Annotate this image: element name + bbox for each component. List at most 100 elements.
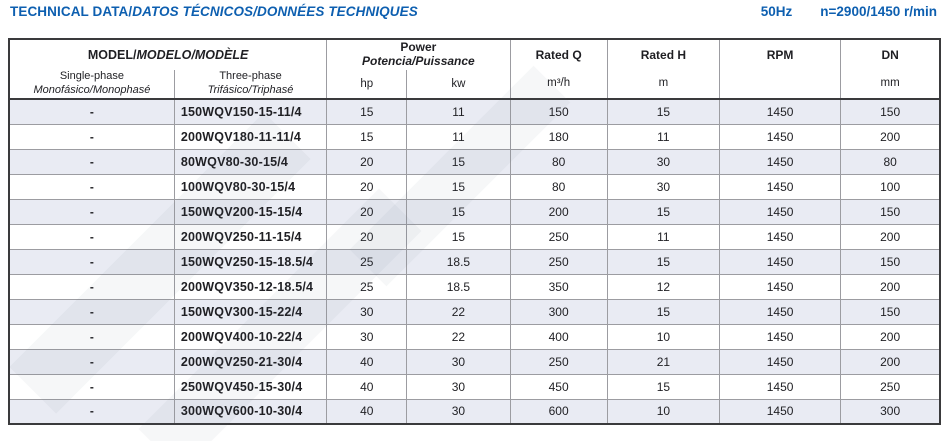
cell-rated-h: 30 — [606, 173, 720, 200]
header-row-groups: MODEL/MODELO/MODÈLE Power Potencia/Puiss… — [8, 39, 941, 99]
cell-kw: 11 — [406, 123, 511, 150]
cell-hp: 15 — [326, 98, 408, 125]
cell-kw: 15 — [406, 173, 511, 200]
cell-model: 200WQV400-10-22/4 — [173, 323, 328, 350]
cell-model: 200WQV250-21-30/4 — [173, 348, 328, 375]
cell-single-phase: - — [8, 123, 175, 150]
cell-hp: 20 — [326, 148, 408, 175]
cell-rated-h: 12 — [606, 273, 720, 300]
cell-hp: 30 — [326, 298, 408, 325]
cell-kw: 30 — [406, 398, 511, 425]
page-title-main: TECHNICAL DATA/ — [10, 4, 133, 19]
cell-single-phase: - — [8, 98, 175, 125]
cell-model: 200WQV180-11-11/4 — [173, 123, 328, 150]
cell-single-phase: - — [8, 273, 175, 300]
cell-single-phase: - — [8, 373, 175, 400]
cell-hp: 25 — [326, 248, 408, 275]
power-header-translations: Potencia/Puissance — [362, 53, 475, 68]
cell-model: 300WQV600-10-30/4 — [173, 398, 328, 425]
col-header-dn: DN mm — [840, 39, 941, 99]
cell-dn: 80 — [840, 148, 941, 175]
cell-kw: 30 — [406, 348, 511, 375]
table-row: -80WQV80-30-15/4 20 15 80 30 1450 80 — [8, 148, 941, 175]
col-header-power: Power Potencia/Puissance — [326, 39, 511, 70]
cell-rated-q: 150 — [509, 98, 608, 125]
cell-model: 200WQV350-12-18.5/4 — [173, 273, 328, 300]
header-row-subcolumns: Single-phase Monofásico/Monophasé Three-… — [8, 69, 940, 99]
cell-rated-q: 600 — [509, 398, 608, 425]
cell-rpm: 1450 — [718, 398, 842, 425]
cell-dn: 150 — [840, 298, 941, 325]
cell-hp: 20 — [326, 173, 408, 200]
power-header-main: Power — [400, 40, 437, 55]
cell-rated-h: 11 — [606, 223, 720, 250]
table-row: -150WQV150-15-11/4 15 11 150 15 1450 150 — [8, 98, 941, 125]
cell-kw: 15 — [406, 148, 511, 175]
rated-q-unit: m³/h — [547, 77, 571, 90]
cell-hp: 15 — [326, 123, 408, 150]
table-row: -200WQV400-10-22/4 30 22 400 10 1450 200 — [8, 323, 941, 350]
rated-q-label: Rated Q — [535, 47, 582, 62]
single-phase-translations: Monofásico/Monophasé — [33, 83, 151, 96]
dn-label: DN — [881, 47, 899, 62]
cell-single-phase: - — [8, 348, 175, 375]
cell-rated-h: 10 — [606, 323, 720, 350]
cell-dn: 100 — [840, 173, 941, 200]
col-header-three-phase: Three-phase Trifásico/Triphasé — [173, 69, 328, 99]
cell-rpm: 1450 — [718, 323, 842, 350]
cell-rated-q: 250 — [509, 248, 608, 275]
col-header-single-phase: Single-phase Monofásico/Monophasé — [8, 69, 175, 99]
table-header: MODEL/MODELO/MODÈLE Power Potencia/Puiss… — [8, 39, 941, 99]
three-phase-label: Three-phase — [219, 70, 282, 83]
cell-model: 150WQV200-15-15/4 — [173, 198, 328, 225]
cell-rated-q: 400 — [509, 323, 608, 350]
cell-hp: 30 — [326, 323, 408, 350]
cell-single-phase: - — [8, 323, 175, 350]
table-body: -150WQV150-15-11/4 15 11 150 15 1450 150-200WQ… — [8, 98, 941, 425]
cell-rated-h: 15 — [606, 98, 720, 125]
cell-model: 80WQV80-30-15/4 — [173, 148, 328, 175]
cell-rated-q: 450 — [509, 373, 608, 400]
model-header-main: MODEL/ — [87, 47, 137, 62]
cell-dn: 250 — [840, 373, 941, 400]
cell-rated-q: 250 — [509, 348, 608, 375]
table-row: -150WQV250-15-18.5/4 25 18.5 250 15 1450 150 — [8, 248, 941, 275]
cell-kw: 22 — [406, 298, 511, 325]
cell-single-phase: - — [8, 198, 175, 225]
cell-dn: 150 — [840, 248, 941, 275]
page-title: TECHNICAL DATA/DATOS TÉCNICOS/DONNÉES TE… — [10, 4, 418, 19]
table-row: -150WQV200-15-15/4 20 15 200 15 1450 150 — [8, 198, 941, 225]
single-phase-label: Single-phase — [59, 70, 125, 83]
frequency-speed-label: 50Hz n=2900/1450 r/min — [761, 4, 937, 19]
cell-rated-q: 80 — [509, 148, 608, 175]
cell-rated-h: 15 — [606, 298, 720, 325]
col-header-model: MODEL/MODELO/MODÈLE — [8, 39, 328, 70]
cell-dn: 150 — [840, 98, 941, 125]
cell-rated-h: 15 — [606, 198, 720, 225]
cell-dn: 150 — [840, 198, 941, 225]
rpm-label: RPM — [766, 47, 794, 62]
table-row: -100WQV80-30-15/4 20 15 80 30 1450 100 — [8, 173, 941, 200]
cell-kw: 18.5 — [406, 273, 511, 300]
cell-model: 100WQV80-30-15/4 — [173, 173, 328, 200]
cell-rpm: 1450 — [718, 123, 842, 150]
cell-single-phase: - — [8, 223, 175, 250]
rated-h-unit: m — [658, 77, 669, 90]
col-header-rated-h: Rated H m — [606, 39, 720, 99]
cell-rpm: 1450 — [718, 98, 842, 125]
cell-rated-q: 200 — [509, 198, 608, 225]
cell-single-phase: - — [8, 248, 175, 275]
rated-h-label: Rated H — [640, 47, 687, 62]
cell-model: 150WQV300-15-22/4 — [173, 298, 328, 325]
cell-rpm: 1450 — [718, 198, 842, 225]
cell-dn: 200 — [840, 273, 941, 300]
cell-rpm: 1450 — [718, 173, 842, 200]
table-row: -200WQV180-11-11/4 15 11 180 11 1450 200 — [8, 123, 941, 150]
cell-rpm: 1450 — [718, 348, 842, 375]
cell-single-phase: - — [8, 173, 175, 200]
cell-model: 150WQV250-15-18.5/4 — [173, 248, 328, 275]
col-header-hp: hp — [326, 69, 408, 99]
table-row: -250WQV450-15-30/4 40 30 450 15 1450 250 — [8, 373, 941, 400]
cell-hp: 20 — [326, 198, 408, 225]
cell-dn: 200 — [840, 323, 941, 350]
